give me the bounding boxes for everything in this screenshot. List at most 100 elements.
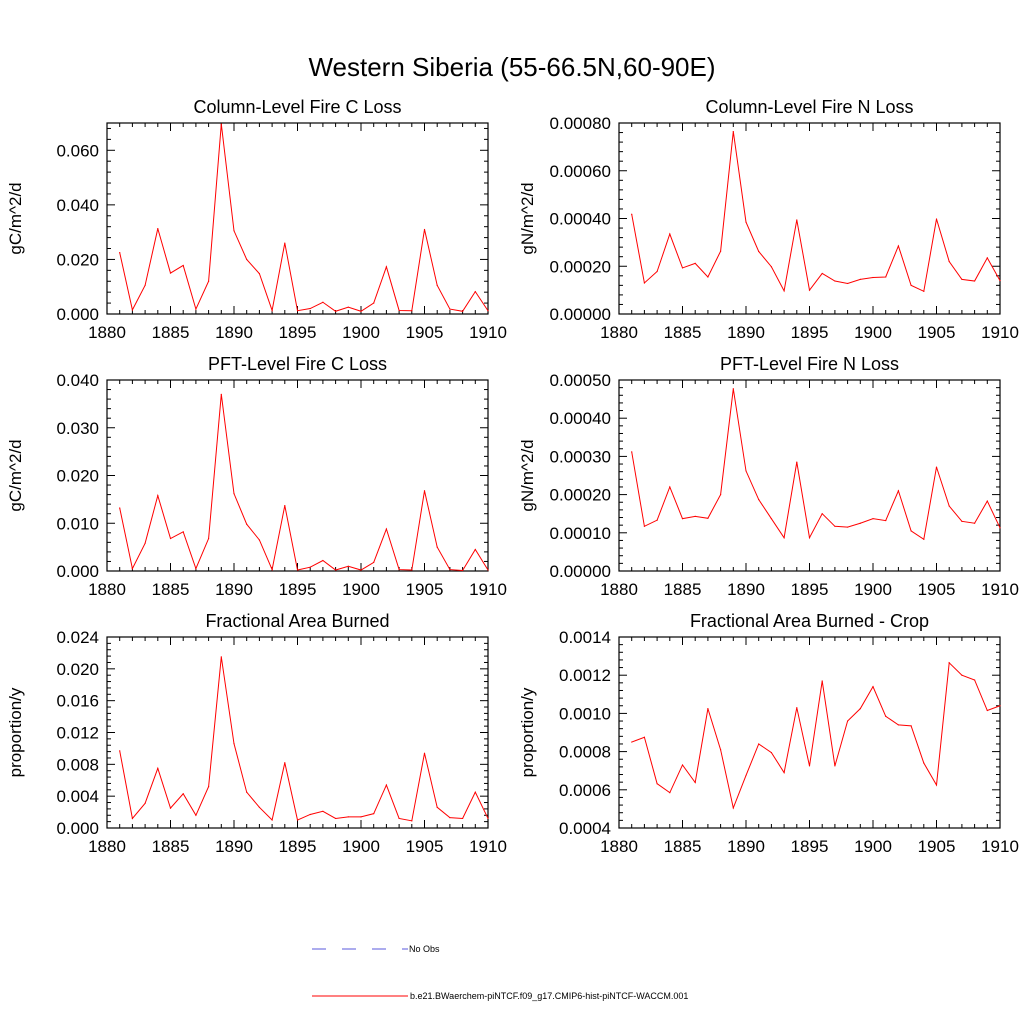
chart-panel-5: Fractional Area Burned proportion/y 1880 18… [6, 611, 507, 856]
data-point [233, 493, 235, 495]
data-point [195, 308, 197, 310]
x-tick-label: 1890 [727, 323, 765, 342]
x-tick-label: 1900 [854, 580, 892, 599]
data-point [360, 310, 362, 312]
data-point [694, 515, 696, 517]
data-point [271, 309, 273, 312]
data-point [783, 772, 785, 774]
plot-frame [618, 379, 1001, 572]
x-tick-label: 1885 [152, 323, 190, 342]
data-point [246, 258, 248, 261]
data-point [385, 784, 387, 786]
data-point [449, 817, 451, 819]
chart-panel-1: Column-Level Fire C Loss gC/m^2/d 1880 1885… [6, 97, 507, 342]
data-point [999, 279, 1001, 282]
data-point [923, 290, 925, 292]
data-point [707, 708, 709, 710]
x-tick-label: 1890 [215, 323, 253, 342]
data-point [398, 817, 400, 820]
x-tick-label: 1880 [88, 323, 126, 342]
data-point [373, 302, 375, 304]
y-axis-label: gC/m^2/d [6, 182, 25, 254]
data-point [411, 310, 413, 312]
data-point [131, 817, 133, 820]
data-point [335, 569, 337, 571]
legend: No Obs b.e21.BWaerchem-piNTCF.f09_g17.CM… [312, 944, 688, 1001]
data-point [847, 526, 849, 528]
x-tick-label: 1905 [918, 580, 956, 599]
data-point [449, 308, 451, 310]
data-point [220, 393, 222, 395]
series-line [119, 656, 489, 822]
data-point [720, 494, 722, 496]
data-point [474, 791, 476, 793]
y-tick-label: 0.00000 [550, 562, 611, 581]
data-point [487, 817, 489, 820]
data-point [631, 213, 633, 215]
data-point [144, 802, 146, 804]
chart-panel-2: Column-Level Fire N Loss gN/m^2/d 1880 1885… [518, 97, 1019, 342]
x-tick-label: 1880 [600, 837, 638, 856]
x-tick-label: 1885 [664, 323, 702, 342]
data-point [208, 537, 210, 540]
data-point [373, 813, 375, 815]
data-point [385, 528, 387, 530]
data-point [745, 774, 747, 777]
data-point [296, 310, 299, 312]
x-tick-label: 1895 [279, 580, 317, 599]
data-point [157, 767, 159, 769]
data-point [808, 289, 811, 291]
data-point [385, 266, 387, 268]
y-tick-label: 0.0008 [559, 743, 611, 762]
data-point [885, 519, 887, 522]
data-point [398, 309, 400, 312]
data-point [631, 741, 633, 743]
data-point [656, 783, 658, 785]
data-point [986, 709, 988, 712]
data-point [885, 715, 887, 717]
y-tick-label: 0.0012 [559, 666, 611, 685]
data-point [360, 569, 362, 571]
data-point [220, 123, 222, 125]
data-point [694, 781, 696, 784]
data-point [834, 525, 836, 527]
x-tick-label: 1905 [918, 323, 956, 342]
data-point [462, 310, 464, 312]
data-point [745, 470, 747, 472]
data-point [974, 280, 976, 282]
data-point [284, 762, 286, 764]
data-point [834, 765, 836, 767]
data-point [347, 306, 349, 308]
plot-frame [106, 122, 489, 315]
data-point [859, 522, 861, 524]
data-point [910, 530, 912, 532]
data-point [246, 791, 248, 793]
series-line [119, 124, 489, 313]
data-point [897, 245, 900, 247]
x-tick-label: 1885 [664, 837, 702, 856]
x-tick-label: 1895 [791, 323, 829, 342]
x-tick-label: 1885 [152, 580, 190, 599]
data-point [669, 486, 671, 488]
data-point [859, 708, 861, 710]
data-point [436, 284, 438, 286]
data-point [923, 538, 925, 540]
y-tick-label: 0.00010 [550, 524, 611, 543]
data-point [296, 819, 299, 821]
data-point [669, 233, 671, 235]
data-point [821, 680, 823, 682]
panel-title: PFT-Level Fire C Loss [208, 354, 387, 374]
x-tick-label: 1910 [469, 837, 507, 856]
data-point [195, 814, 197, 816]
x-tick-label: 1910 [981, 580, 1019, 599]
x-tick-label: 1910 [981, 323, 1019, 342]
data-point [770, 518, 773, 520]
data-point [758, 250, 760, 253]
data-point [347, 565, 349, 567]
data-point [961, 278, 963, 280]
data-point [948, 662, 950, 664]
data-point [974, 679, 976, 681]
x-tick-label: 1900 [854, 837, 892, 856]
data-point [284, 242, 286, 244]
